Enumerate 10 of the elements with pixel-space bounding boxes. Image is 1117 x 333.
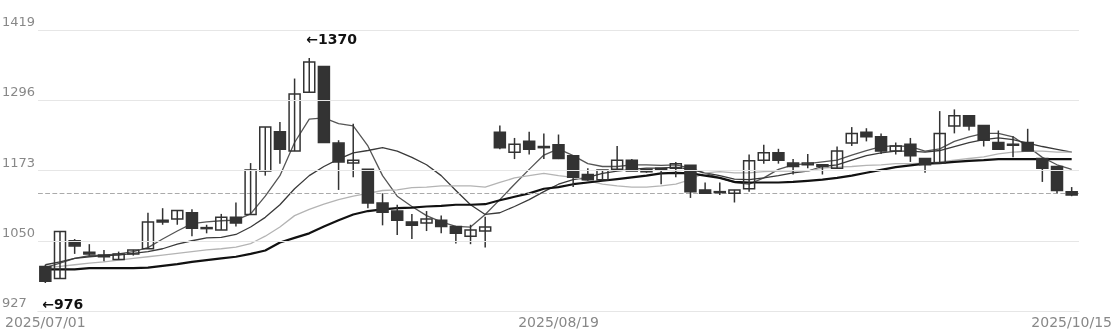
x-tick-label: 2025/08/19 <box>518 314 599 330</box>
y-tick-label: 1050 <box>2 224 36 240</box>
y-tick-label: 927 <box>2 295 27 310</box>
y-tick-label: 1296 <box>2 84 36 100</box>
x-tick-label: 2025/10/15 <box>1031 314 1113 330</box>
y-tick-label: 1173 <box>2 154 36 170</box>
y-tick-label: 1419 <box>2 14 36 29</box>
x-tick-label: 2025/07/01 <box>4 314 86 330</box>
annotation: ←1370 <box>306 30 358 47</box>
annotation: ←976 <box>42 296 84 313</box>
